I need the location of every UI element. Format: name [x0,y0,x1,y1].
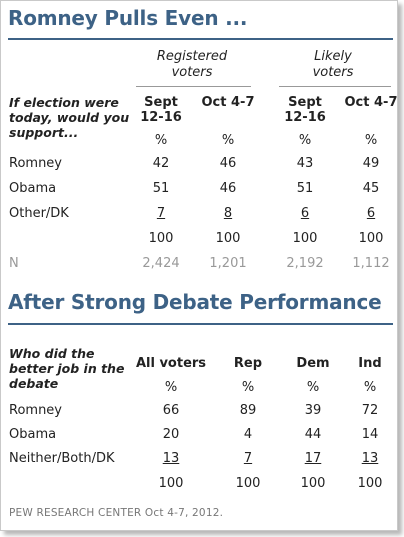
n-label: N [9,256,19,271]
question-text: If election were today, would you suppor… [9,95,130,140]
data-cell: 43 [296,156,314,171]
column-header: Oct 4-7 [344,95,398,110]
data-cell: 45 [362,181,380,196]
total-cell: 100 [292,231,318,246]
n-cell: 2,424 [142,256,180,271]
unit-cell: % [298,133,312,148]
row-label: Romney [9,403,62,418]
data-cell: 13 [162,451,180,466]
unit-cell: % [241,380,255,395]
data-cell: 14 [361,427,379,442]
group-header-registered: Registered voters [156,49,228,80]
data-cell: 6 [300,206,310,221]
unit-cell: % [164,380,178,395]
row-label: Obama [9,427,57,442]
data-cell: 13 [361,451,379,466]
table1-title: Romney Pulls Even ... [8,6,248,30]
total-cell: 100 [148,231,174,246]
total-cell: 100 [235,476,261,491]
data-cell: 51 [152,181,170,196]
unit-cell: % [363,380,377,395]
data-cell: 72 [361,403,379,418]
column-header: Oct 4-7 [201,95,255,110]
total-cell: 100 [300,476,326,491]
group-header-likely: Likely voters [312,49,354,80]
data-cell: 39 [304,403,322,418]
data-cell: 4 [243,427,253,442]
row-label: Other/DK [9,206,69,221]
unit-cell: % [306,380,320,395]
data-cell: 7 [243,451,253,466]
unit-cell: % [221,133,235,148]
column-header: Sept 12-16 [284,95,326,125]
data-cell: 20 [162,427,180,442]
data-cell: 42 [152,156,170,171]
figure-frame: Romney Pulls Even ... Registered voters … [0,0,398,531]
data-cell: 7 [156,206,166,221]
unit-cell: % [364,133,378,148]
group-line-likely [279,86,391,87]
data-cell: 46 [219,156,237,171]
row-label: Neither/Both/DK [9,451,115,466]
data-cell: 46 [219,181,237,196]
n-cell: 1,201 [209,256,247,271]
data-cell: 89 [239,403,257,418]
total-cell: 100 [215,231,241,246]
data-cell: 6 [366,206,376,221]
column-header: Dem [296,356,330,371]
data-cell: 44 [304,427,322,442]
data-cell: 8 [223,206,233,221]
data-cell: 49 [362,156,380,171]
column-header: All voters [135,356,207,371]
question-text: Who did the better job in the debate [9,346,125,391]
column-header: Ind [358,356,382,371]
row-label: Romney [9,156,62,171]
data-cell: 66 [162,403,180,418]
column-header: Sept 12-16 [140,95,182,125]
unit-cell: % [154,133,168,148]
n-cell: 2,192 [286,256,324,271]
table2-title: After Strong Debate Performance [8,290,382,314]
data-cell: 51 [296,181,314,196]
title-rule-2 [8,323,393,325]
column-header: Rep [233,356,263,371]
source-note: PEW RESEARCH CENTER Oct 4-7, 2012. [9,507,224,519]
total-cell: 100 [158,476,184,491]
n-cell: 1,112 [352,256,390,271]
total-cell: 100 [357,476,383,491]
group-line-registered [136,86,251,87]
total-cell: 100 [358,231,384,246]
data-cell: 17 [304,451,322,466]
row-label: Obama [9,181,57,196]
title-rule-1 [8,38,393,40]
